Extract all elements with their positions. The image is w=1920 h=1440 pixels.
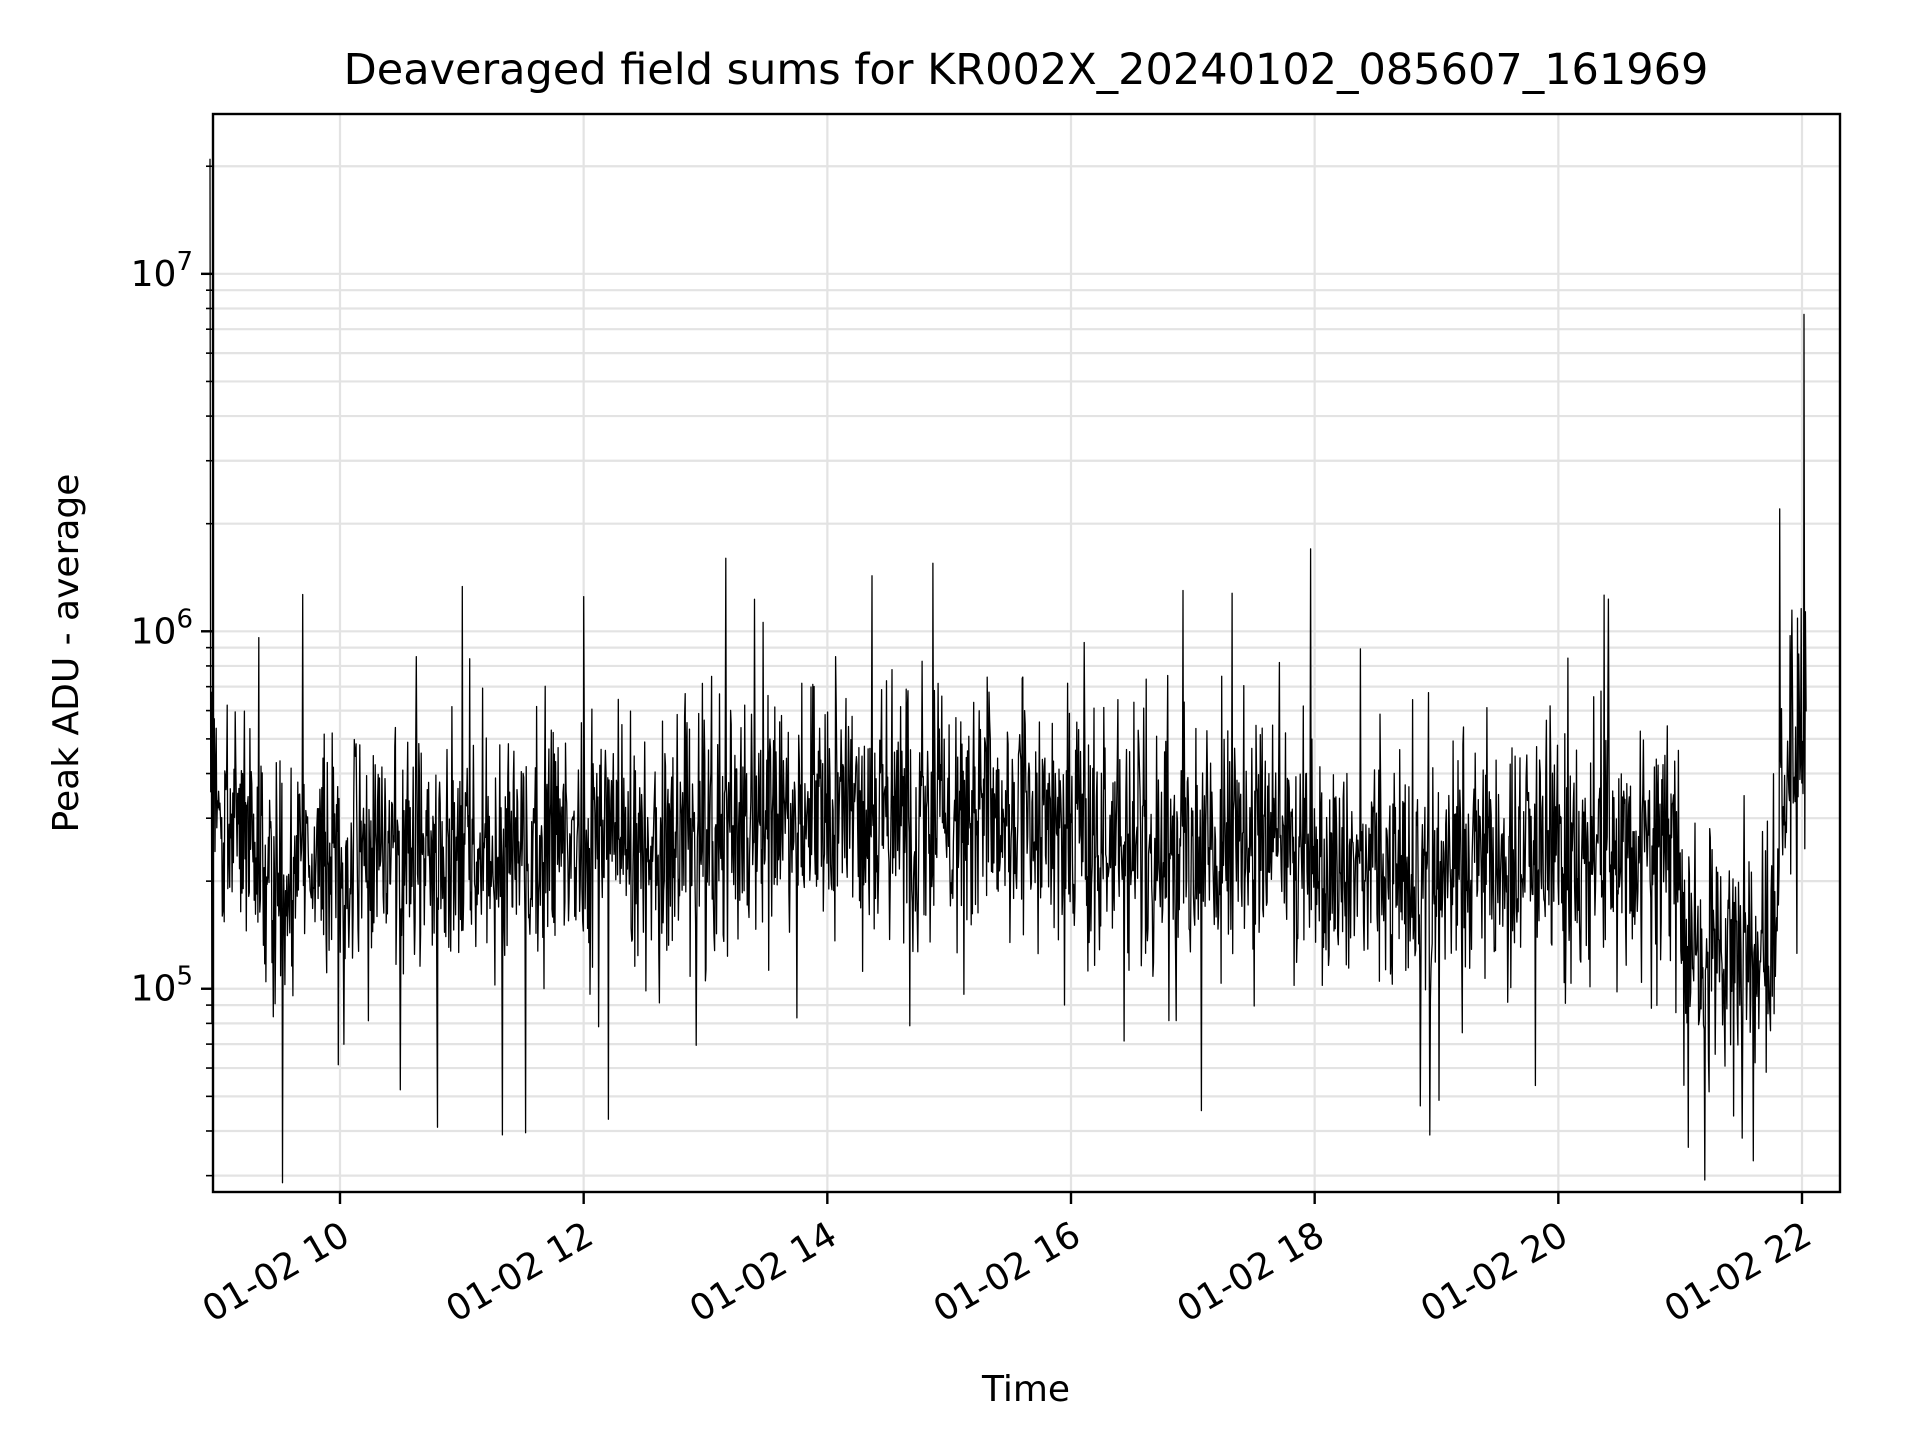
series-line — [209, 158, 1807, 1184]
plot-frame — [211, 112, 1842, 1194]
y-axis-label: Peak ADU - average — [46, 474, 87, 833]
y-tick-labels: 105 106 107 — [131, 247, 193, 1010]
y-tick-label: 107 — [131, 247, 193, 295]
axis-ticks — [201, 165, 1804, 1204]
chart-title: Deaveraged field sums for KR002X_2024010… — [344, 45, 1709, 95]
y-tick-label: 105 — [131, 962, 193, 1010]
data-series — [209, 158, 1807, 1184]
grid-lines — [213, 114, 1840, 1192]
x-axis-label: Time — [981, 1369, 1070, 1410]
y-tick-label: 106 — [131, 604, 193, 652]
